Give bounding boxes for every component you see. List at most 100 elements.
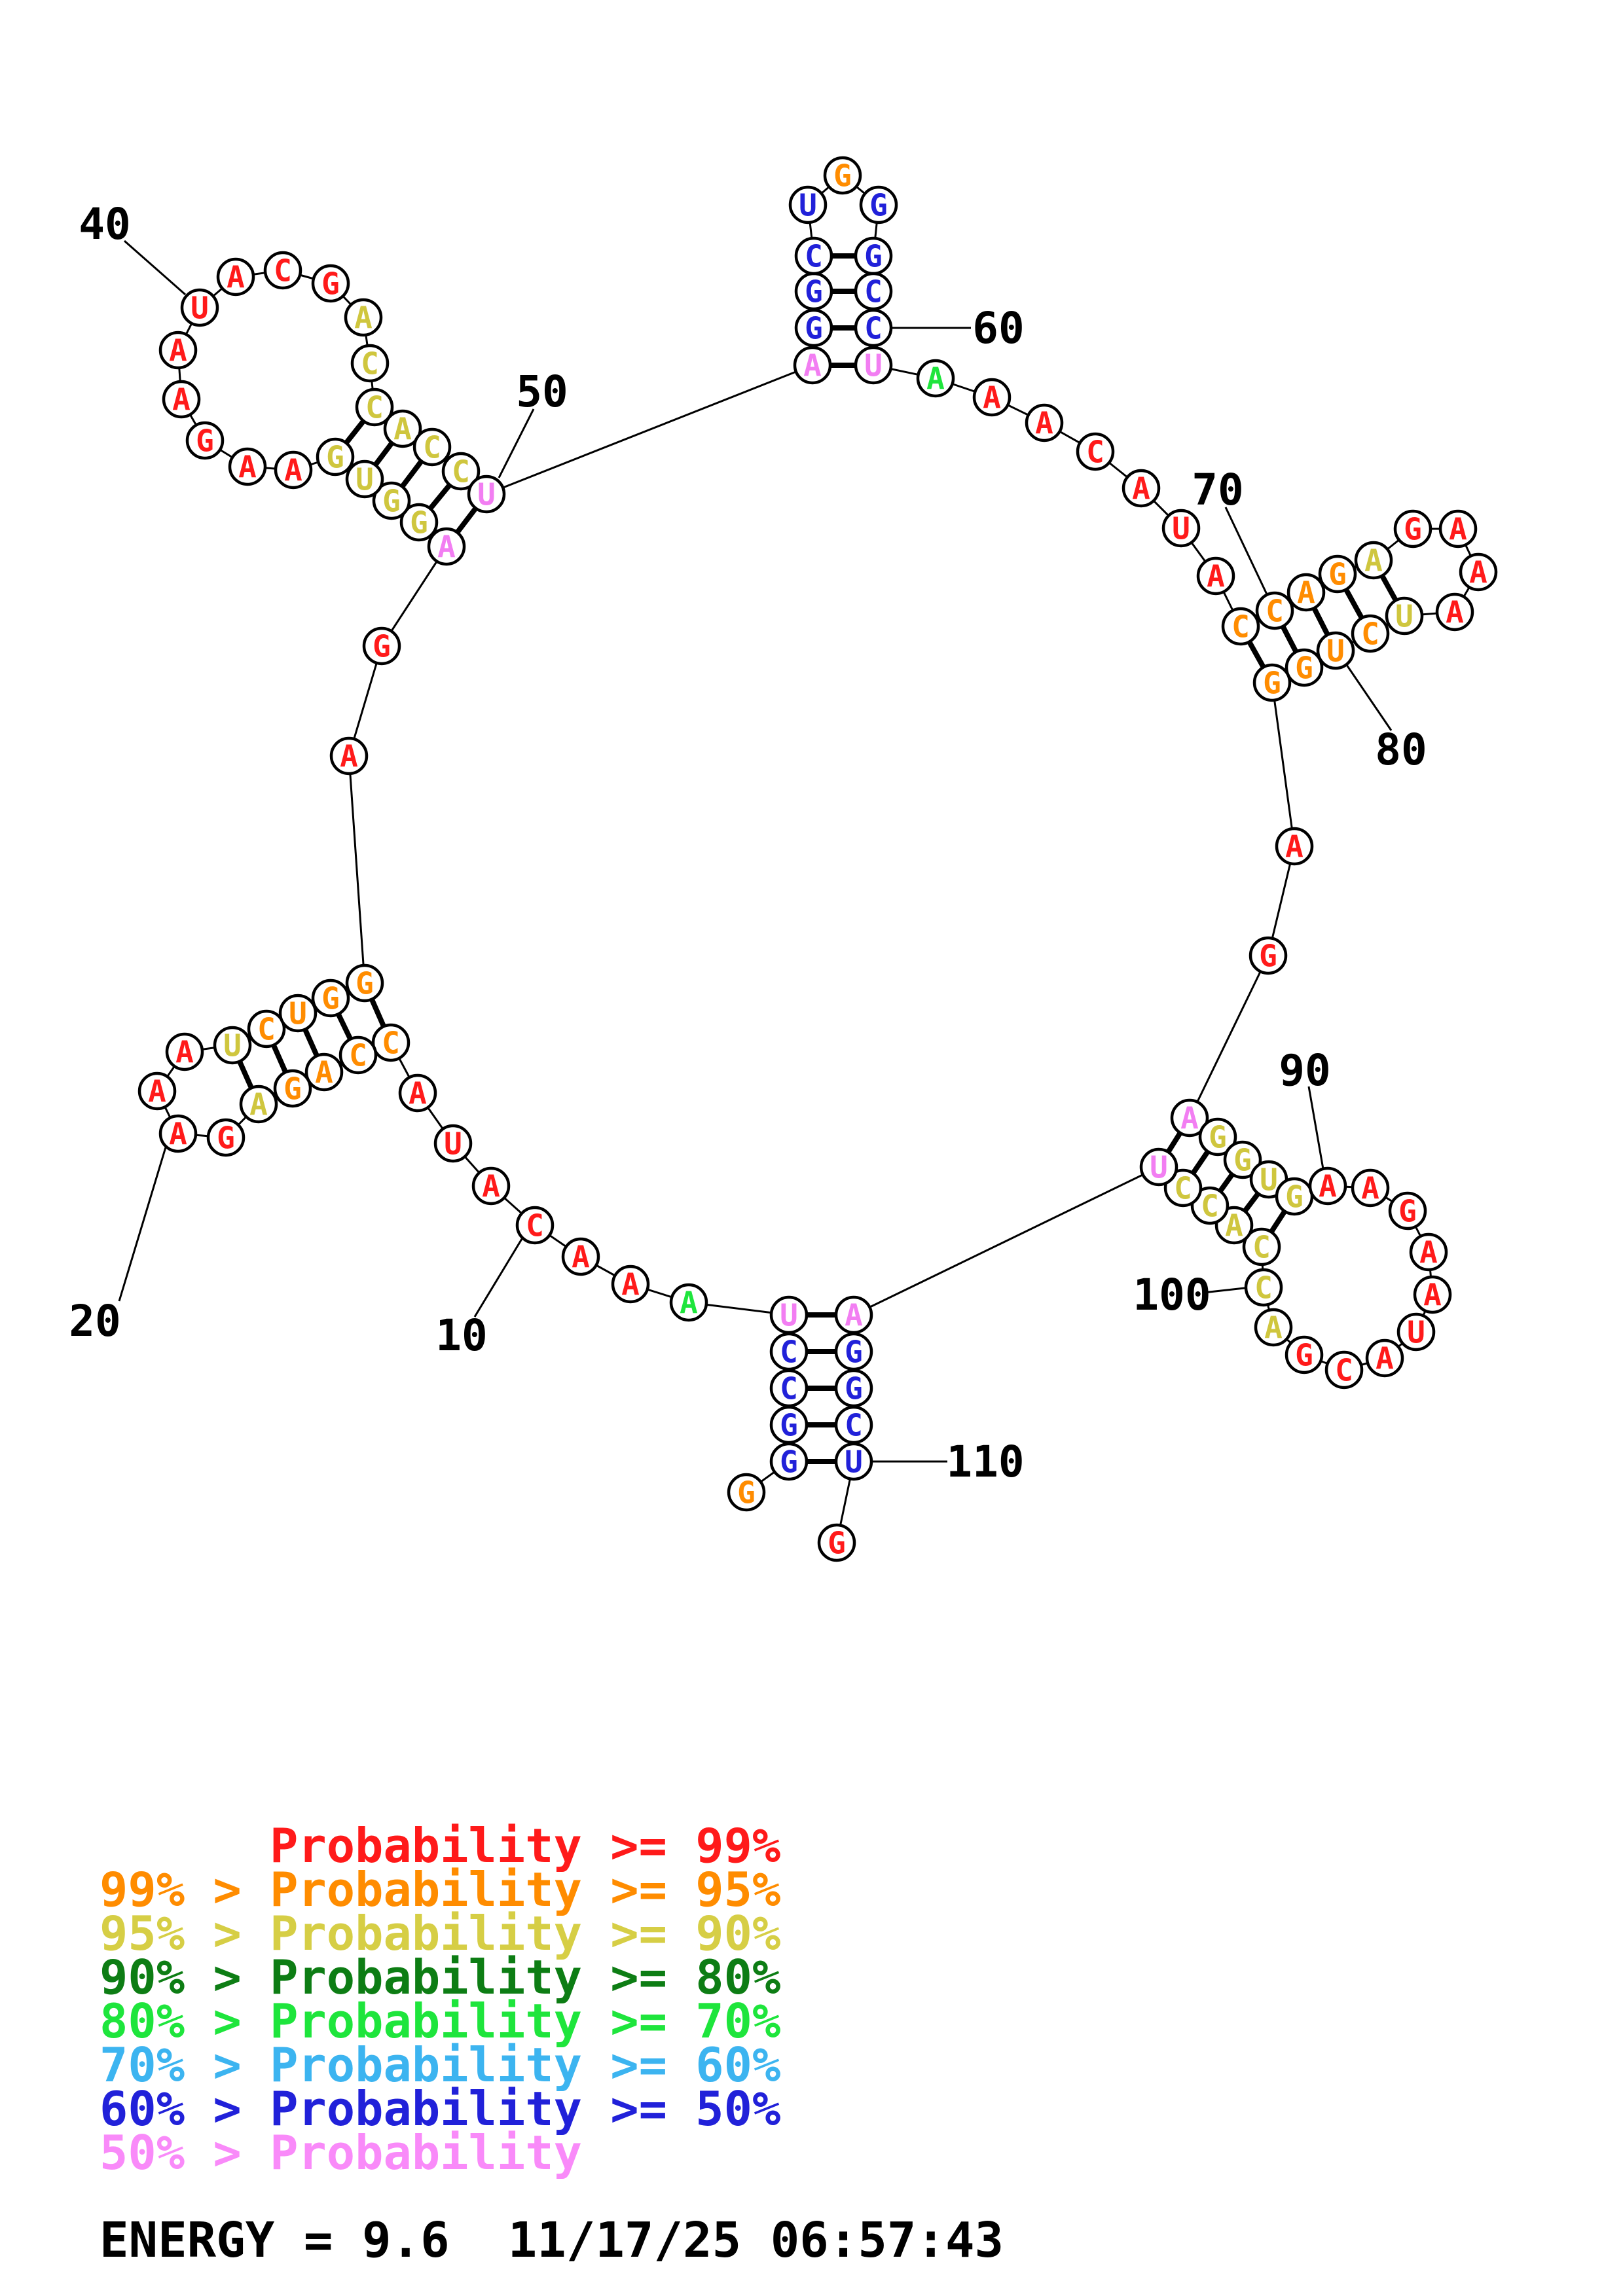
nucleotide-85-A: A bbox=[1180, 1101, 1199, 1136]
nucleotide-circle-93 bbox=[1409, 1232, 1448, 1272]
nucleotide-49-C: C bbox=[452, 454, 470, 490]
position-label-10: 10 bbox=[435, 1310, 487, 1361]
nucleotide-45-C: C bbox=[361, 346, 379, 382]
position-labels: 10 20 40 50 60 70 80 90 100 110 bbox=[69, 199, 1427, 1487]
nucleotide-59-C: C bbox=[864, 274, 883, 310]
nucleotide-circle-79 bbox=[1351, 614, 1390, 653]
nucleotide-110-U: U bbox=[845, 1444, 863, 1480]
nucleotide-102-A: A bbox=[1225, 1208, 1243, 1244]
nucleotide-circle-40 bbox=[180, 288, 219, 327]
nucleotide-40-U: U bbox=[191, 291, 209, 326]
backbone-bond-29 bbox=[380, 546, 448, 647]
label-line-80 bbox=[1345, 664, 1393, 731]
nucleotide-48-C: C bbox=[423, 430, 441, 465]
nucleotide-64-A: A bbox=[1035, 406, 1053, 441]
nucleotide-circle-92 bbox=[1388, 1191, 1427, 1230]
nucleotide-107-G: G bbox=[845, 1335, 863, 1370]
label-line-40 bbox=[124, 240, 186, 296]
nucleotide-7-A: A bbox=[680, 1285, 698, 1321]
nucleotide-80-U: U bbox=[1326, 634, 1345, 669]
nucleotide-circle-23 bbox=[213, 1026, 252, 1065]
nucleotide-84-G: G bbox=[1259, 939, 1277, 974]
nucleotide-62-A: A bbox=[926, 361, 945, 397]
nucleotide-104-C: C bbox=[1174, 1171, 1192, 1206]
nucleotide-circle-99 bbox=[1254, 1308, 1293, 1347]
nucleotide-circle-101 bbox=[1242, 1227, 1281, 1266]
nucleotide-105-U: U bbox=[1150, 1150, 1168, 1185]
nucleotide-circle-10 bbox=[515, 1206, 555, 1245]
backbone-bond-105 bbox=[853, 1166, 1159, 1316]
nucleotide-circle-62 bbox=[916, 359, 955, 398]
nucleotide-6-U: U bbox=[780, 1298, 798, 1333]
nucleotide-54-C: C bbox=[805, 239, 823, 274]
nucleotide-58-G: G bbox=[864, 239, 883, 274]
nucleotide-circle-110 bbox=[834, 1442, 873, 1481]
nucleotide-57-G: G bbox=[869, 188, 888, 223]
position-label-60: 60 bbox=[972, 303, 1024, 353]
position-label-110: 110 bbox=[946, 1437, 1024, 1487]
nucleotide-circle-46 bbox=[355, 387, 394, 427]
position-label-90: 90 bbox=[1279, 1045, 1330, 1096]
position-label-20: 20 bbox=[69, 1296, 120, 1346]
nucleotide-circle-43 bbox=[311, 264, 350, 303]
nucleotide-circle-24 bbox=[247, 1009, 286, 1049]
nucleotide-circle-14 bbox=[371, 1023, 410, 1062]
nucleotide-42-C: C bbox=[274, 253, 292, 289]
nucleotide-69-C: C bbox=[1231, 609, 1250, 645]
nucleotide-108-G: G bbox=[845, 1371, 863, 1407]
nucleotide-circle-16 bbox=[304, 1052, 344, 1092]
nucleotide-51-A: A bbox=[803, 348, 822, 384]
position-label-100: 100 bbox=[1133, 1270, 1211, 1320]
probability-legend: Probability >= 99% 99% > Probability >= … bbox=[100, 1818, 780, 2180]
nucleotide-88-U: U bbox=[1260, 1162, 1278, 1198]
nucleotide-circle-111 bbox=[817, 1523, 856, 1562]
nucleotide-8-A: A bbox=[621, 1267, 640, 1302]
nucleotide-circle-75 bbox=[1438, 509, 1478, 548]
nucleotide-47-A: A bbox=[393, 412, 412, 447]
nucleotide-circle-32 bbox=[372, 481, 411, 520]
nucleotide-12-U: U bbox=[444, 1126, 462, 1162]
nucleotide-circle-100 bbox=[1244, 1268, 1283, 1307]
nucleotide-41-A: A bbox=[227, 260, 245, 295]
nucleotide-89-G: G bbox=[1285, 1179, 1304, 1215]
nucleotide-circle-20 bbox=[158, 1114, 198, 1153]
position-label-40: 40 bbox=[79, 199, 130, 249]
nucleotide-circle-57 bbox=[859, 185, 898, 224]
nucleotide-9-A: A bbox=[572, 1240, 590, 1275]
nucleotide-circle-41 bbox=[216, 257, 255, 296]
nucleotide-96-A: A bbox=[1376, 1341, 1394, 1376]
nucleotide-circle-42 bbox=[263, 251, 302, 290]
nucleotide-circle-36 bbox=[228, 447, 267, 486]
nucleotide-91-A: A bbox=[1361, 1171, 1379, 1206]
nucleotide-circle-80 bbox=[1316, 631, 1355, 670]
nucleotide-28-A: A bbox=[340, 739, 358, 774]
legend-row-7: 60% > Probability >= 50% bbox=[100, 2081, 780, 2136]
nucleotide-19-G: G bbox=[217, 1121, 235, 1156]
nucleotide-circle-11 bbox=[471, 1166, 511, 1206]
nucleotide-circle-34 bbox=[316, 437, 355, 476]
nucleotide-111-G: G bbox=[828, 1526, 846, 1561]
nucleotide-circle-18 bbox=[239, 1085, 278, 1124]
legend-row-5: 80% > Probability >= 70% bbox=[100, 1994, 780, 2049]
nucleotide-circle-77 bbox=[1435, 592, 1474, 632]
nucleotide-14-C: C bbox=[382, 1026, 400, 1061]
nucleotide-13-A: A bbox=[409, 1076, 427, 1111]
nucleotide-circle-67 bbox=[1161, 509, 1201, 548]
nucleotide-38-A: A bbox=[172, 382, 191, 418]
nucleotide-circle-48 bbox=[412, 427, 452, 467]
nucleotide-circle-84 bbox=[1249, 936, 1288, 975]
nucleotide-67-U: U bbox=[1172, 511, 1190, 547]
nucleotide-32-G: G bbox=[382, 484, 401, 519]
nucleotide-circle-26 bbox=[311, 978, 350, 1018]
nucleotide-circle-7 bbox=[669, 1283, 708, 1322]
label-line-50 bbox=[498, 408, 535, 478]
nucleotide-73-A: A bbox=[1364, 543, 1383, 579]
nucleotide-circle-13 bbox=[398, 1073, 437, 1113]
nucleotide-circle-61 bbox=[854, 346, 893, 385]
nucleotide-25-U: U bbox=[289, 996, 307, 1031]
nucleotide-circle-90 bbox=[1308, 1166, 1347, 1206]
nucleotide-circle-54 bbox=[794, 236, 833, 276]
nucleotide-68-A: A bbox=[1207, 559, 1225, 594]
nucleotide-15-C: C bbox=[349, 1038, 367, 1073]
